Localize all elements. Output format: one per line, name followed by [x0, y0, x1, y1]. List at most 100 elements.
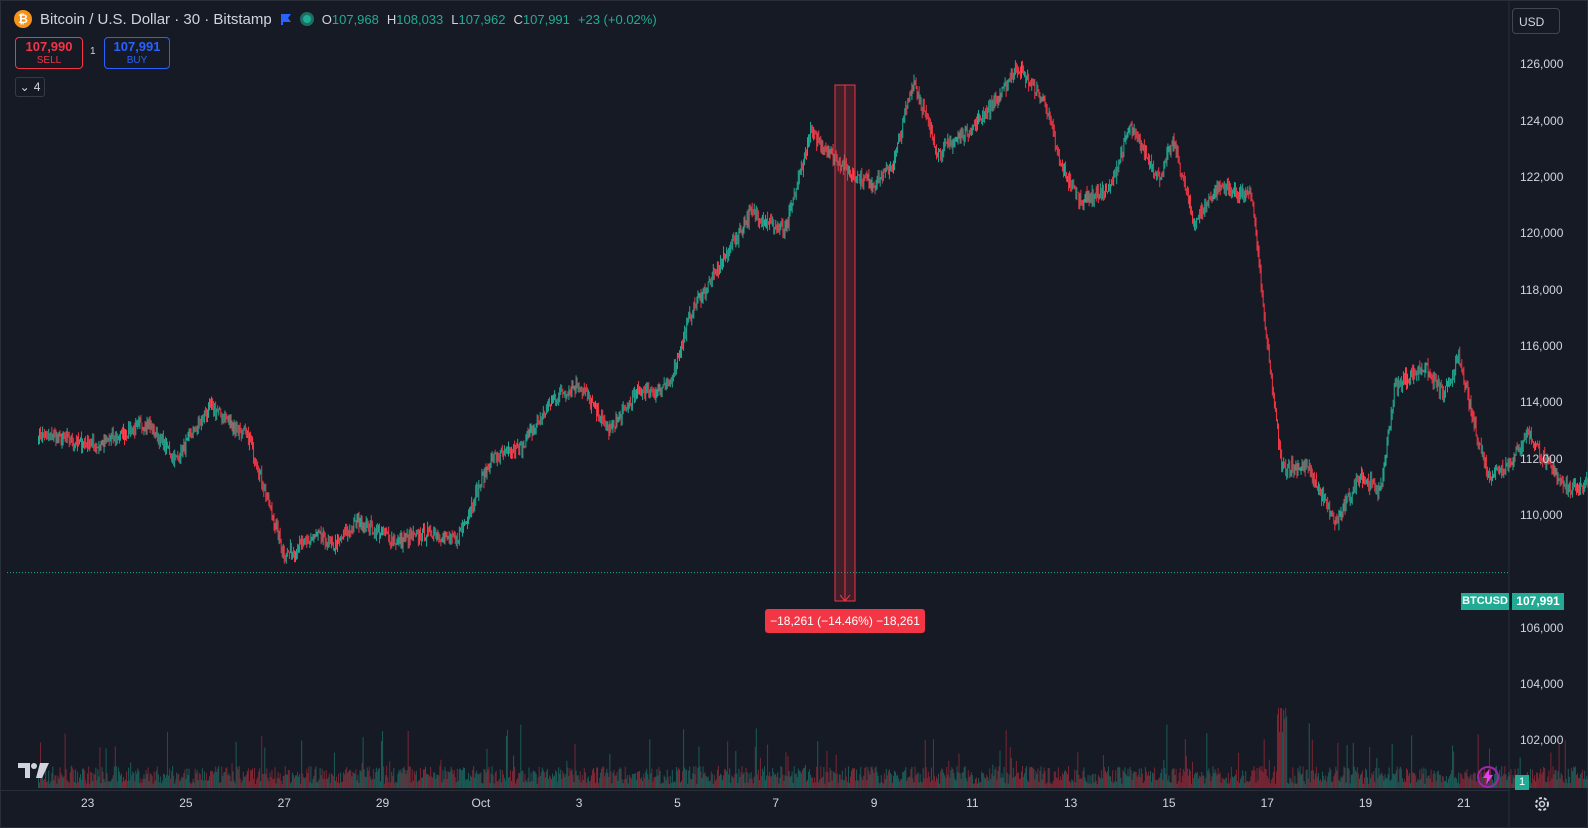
volume-bar: [1479, 772, 1481, 788]
volume-bar: [874, 767, 876, 788]
volume-bar: [189, 782, 191, 788]
volume-bar: [608, 776, 610, 788]
volume-bar: [481, 783, 483, 788]
market-status-icon[interactable]: [299, 12, 314, 26]
bitcoin-icon[interactable]: ₿: [14, 10, 32, 28]
volume-bar: [254, 767, 256, 788]
indicators-toggle[interactable]: ⌄ 4: [15, 77, 45, 97]
currency-select[interactable]: USD: [1512, 8, 1560, 34]
volume-bar: [434, 773, 436, 788]
volume-bar: [974, 778, 976, 788]
volume-bar: [897, 774, 899, 788]
volume-bar: [612, 772, 614, 788]
volume-bar: [220, 781, 222, 788]
volume-bar: [975, 777, 977, 788]
volume-bar: [832, 771, 834, 788]
volume-bar: [146, 773, 148, 788]
volume-bar: [703, 773, 705, 788]
volume-bar: [263, 773, 265, 788]
volume-bar: [582, 779, 584, 788]
volume-bar: [1217, 767, 1219, 788]
flag-icon[interactable]: [280, 13, 292, 25]
volume-bar: [391, 771, 393, 788]
volume-bar: [1209, 773, 1211, 788]
symbol-title[interactable]: Bitcoin / U.S. Dollar · 30 · Bitstamp: [40, 10, 272, 28]
volume-bar: [586, 778, 588, 788]
volume-bar: [1011, 777, 1013, 788]
volume-bar: [1170, 782, 1172, 788]
volume-bar: [1136, 776, 1138, 788]
volume-bar: [395, 781, 397, 788]
volume-bar: [736, 773, 738, 788]
volume-bar: [984, 777, 986, 788]
volume-bar: [979, 782, 981, 788]
volume-bar: [188, 768, 190, 788]
volume-bar: [1016, 773, 1018, 788]
volume-bar: [629, 777, 631, 788]
settings-gear-icon[interactable]: [1532, 794, 1552, 814]
volume-bar: [1472, 774, 1474, 788]
volume-bar: [267, 777, 269, 788]
volume-bar: [1324, 779, 1326, 788]
volume-bar: [207, 780, 209, 788]
volume-bar: [390, 782, 392, 788]
volume-bar: [725, 769, 727, 788]
volume-bar: [361, 762, 363, 788]
volume-bar: [1208, 768, 1210, 788]
volume-bar: [1535, 781, 1537, 788]
volume-bar: [1247, 781, 1249, 788]
volume-bar: [1293, 783, 1295, 788]
volume-bar: [1497, 782, 1499, 788]
volume-bar: [493, 783, 495, 788]
volume-bar: [1043, 767, 1045, 788]
alerts-badge[interactable]: 1: [1515, 775, 1529, 790]
lightning-icon[interactable]: [1476, 765, 1500, 789]
volume-bar: [1104, 770, 1106, 788]
volume-bar: [113, 766, 115, 788]
tradingview-logo[interactable]: [18, 761, 50, 779]
volume-bar: [330, 773, 332, 788]
volume-bar: [256, 779, 258, 788]
volume-bar: [1552, 766, 1554, 788]
volume-bar: [72, 769, 74, 788]
volume-bar: [791, 771, 793, 788]
volume-bar: [964, 766, 966, 788]
volume-bar: [194, 768, 196, 788]
volume-bar: [485, 772, 487, 788]
volume-bar: [870, 767, 872, 788]
volume-bar: [634, 773, 636, 788]
volume-bar: [318, 779, 320, 788]
volume-bar: [760, 776, 762, 788]
volume-bar: [1434, 773, 1436, 788]
volume-bar: [1246, 781, 1248, 788]
volume-bar: [690, 778, 692, 788]
volume-bar: [1189, 771, 1191, 788]
volume-bar: [359, 770, 361, 788]
volume-bar: [293, 777, 295, 788]
volume-bar: [306, 768, 308, 788]
volume-bar: [144, 778, 146, 788]
volume-bar: [134, 781, 136, 788]
volume-bar: [1019, 778, 1021, 788]
volume-bar: [1010, 757, 1012, 788]
volume-bar: [932, 739, 934, 788]
order-quantity[interactable]: 1: [90, 46, 96, 57]
volume-bar: [159, 776, 161, 788]
symbol-legend: ₿ Bitcoin / U.S. Dollar · 30 · Bitstamp …: [14, 10, 657, 28]
volume-bar: [1577, 773, 1579, 788]
volume-bar: [1278, 708, 1280, 788]
volume-bar: [248, 781, 250, 788]
volume-bar: [682, 771, 684, 788]
volume-bar: [1334, 773, 1336, 788]
buy-button[interactable]: 107,991 BUY: [104, 37, 170, 69]
volume-bar: [1067, 774, 1069, 788]
sell-button[interactable]: 107,990 SELL: [15, 37, 83, 69]
volume-bar: [808, 771, 810, 788]
volume-bar: [114, 746, 116, 788]
volume-bar: [279, 773, 281, 788]
volume-bar: [311, 783, 313, 788]
volume-bar: [1110, 776, 1112, 788]
volume-bar: [1494, 773, 1496, 788]
